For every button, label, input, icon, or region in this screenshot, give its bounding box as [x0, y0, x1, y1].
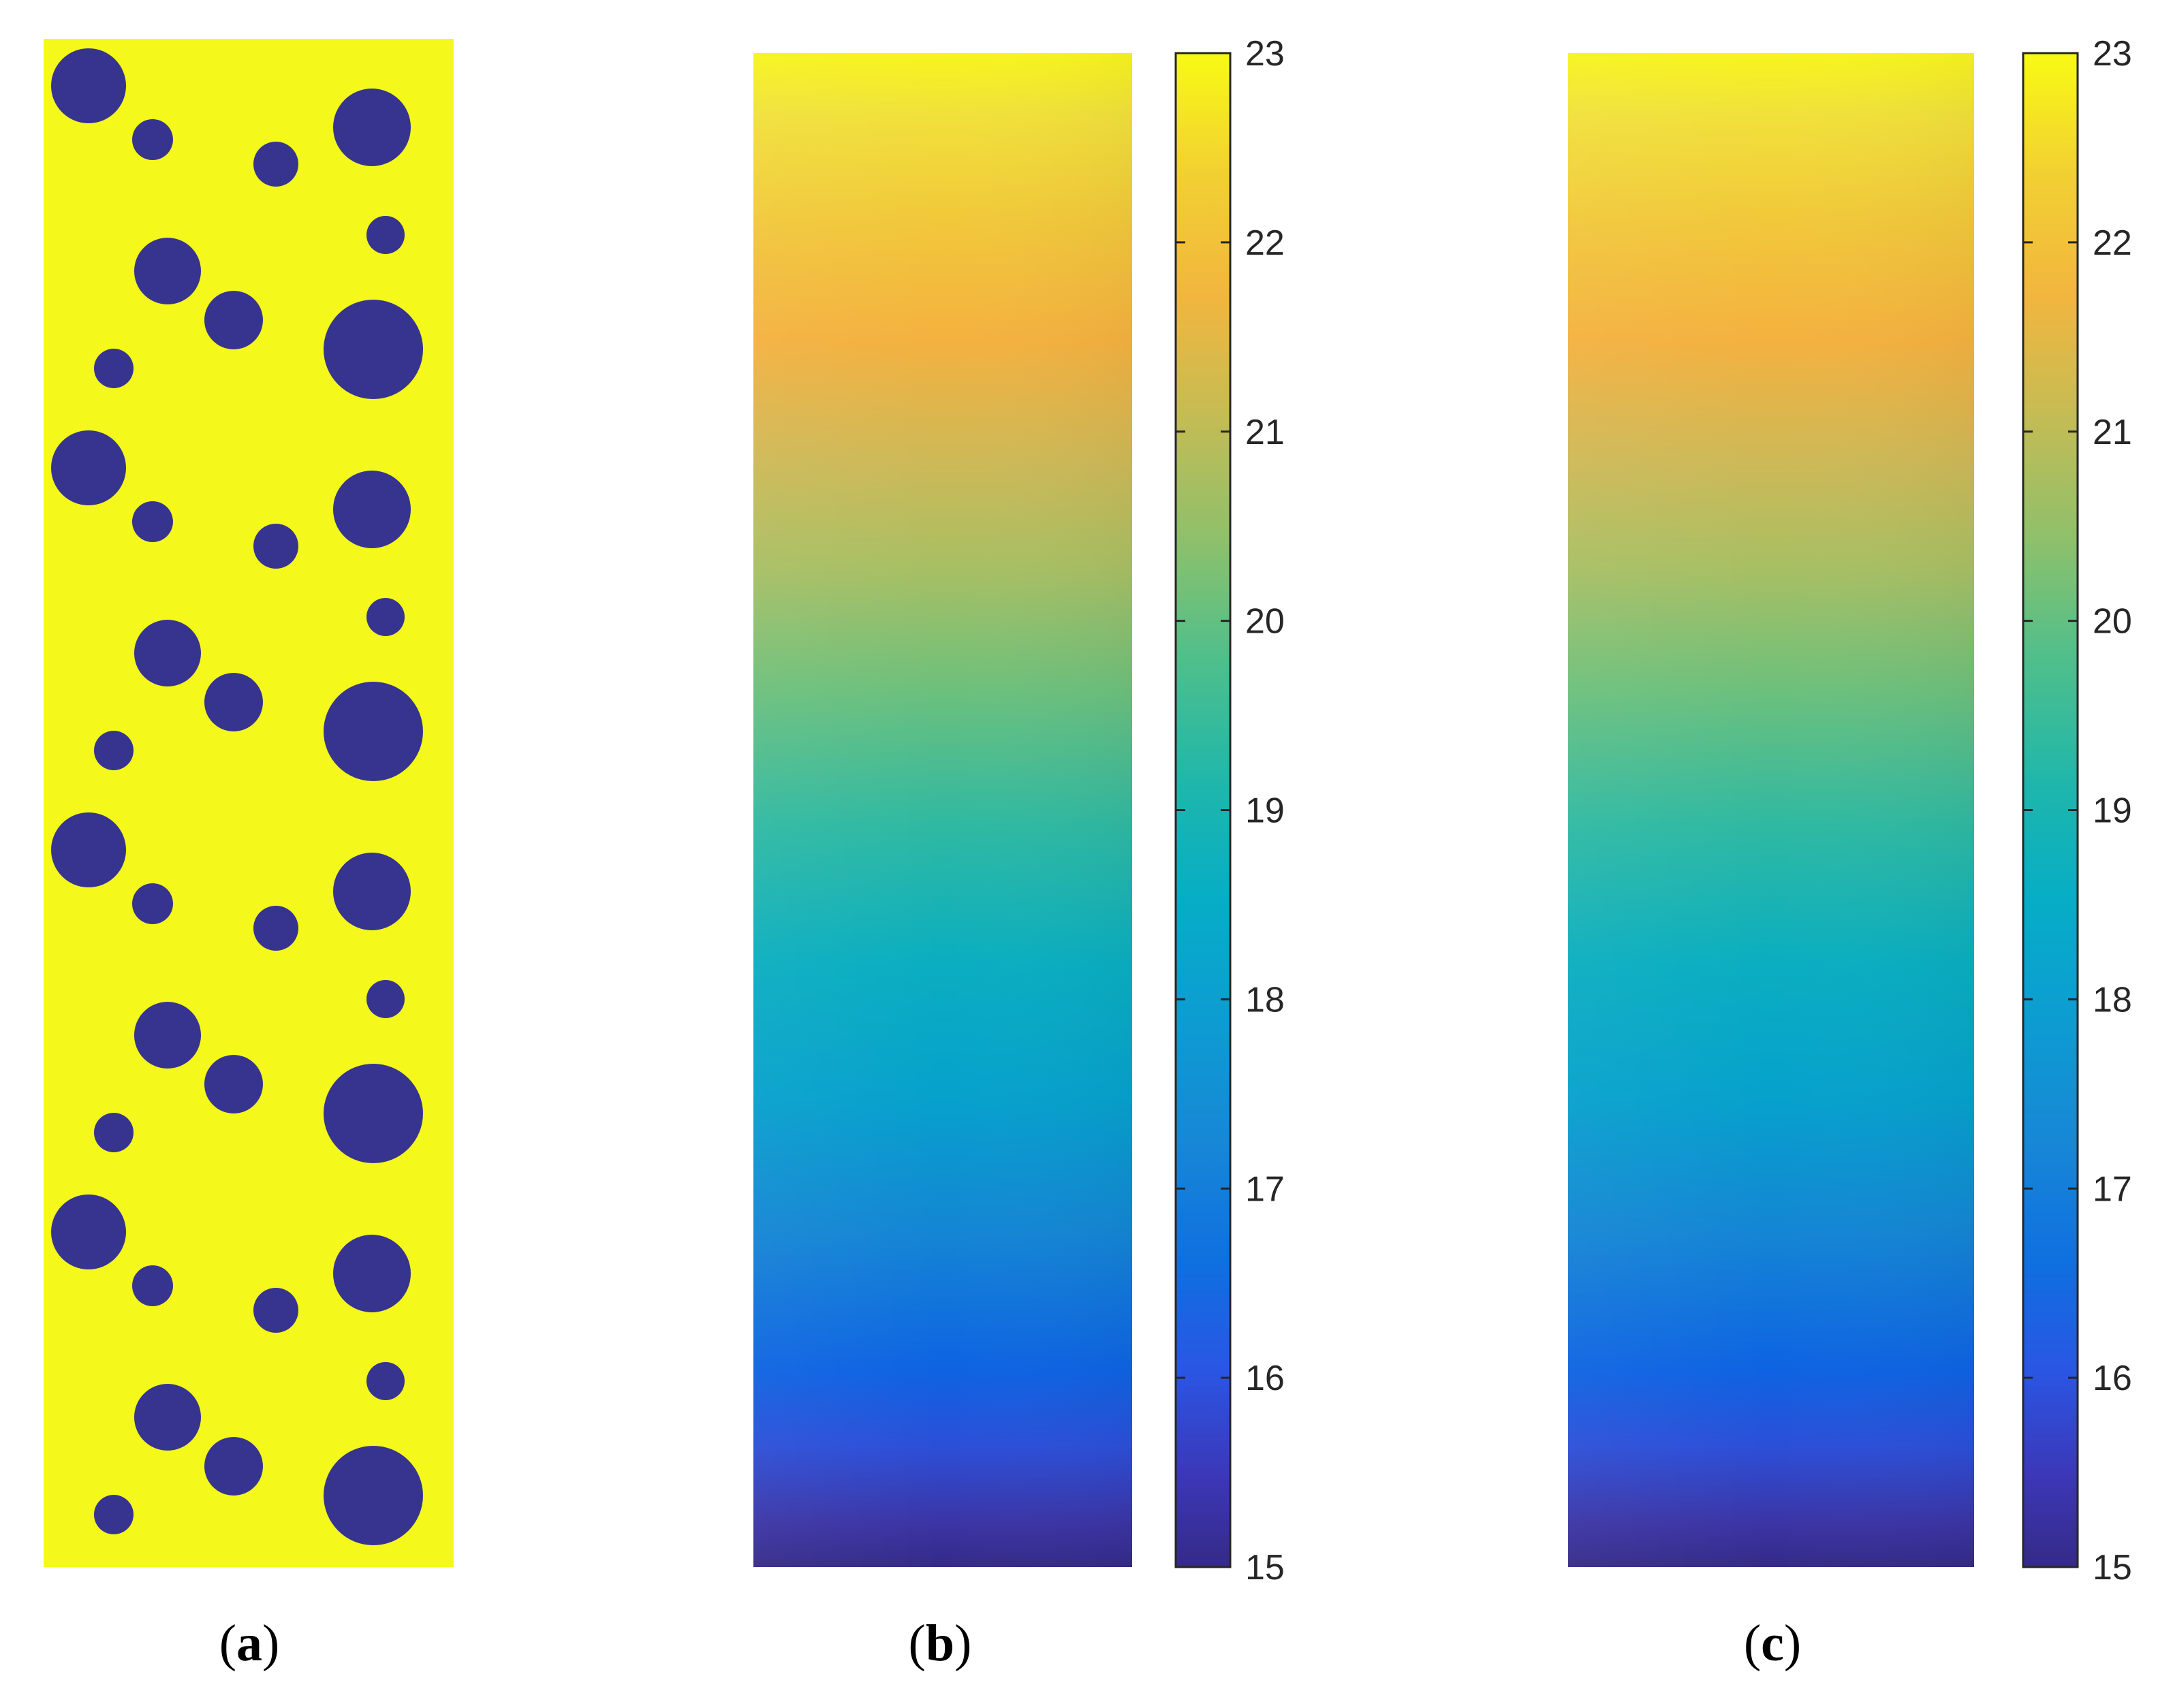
field-shading-b	[753, 53, 1132, 1567]
colorbar-tick-label-c: 17	[2093, 1169, 2132, 1209]
colorbar-tick-label-c: 20	[2093, 602, 2132, 642]
colorbar-tick-label-c: 16	[2093, 1359, 2132, 1398]
inclusion-circle	[253, 906, 298, 951]
inclusion-circle	[253, 142, 298, 187]
colorbar-tick-label-b: 18	[1245, 980, 1285, 1019]
colorbar-tick-label-b: 20	[1245, 602, 1285, 642]
colorbar-ticks-c: 15 16 17 18 19 20 21 22 23	[2023, 34, 2132, 1587]
colorbar-tick-label-b: 22	[1245, 223, 1285, 263]
inclusion-circle	[333, 89, 411, 166]
colorbar-tick-label-b: 16	[1245, 1359, 1285, 1398]
caption-b: (b)	[909, 1615, 972, 1672]
inclusion-circle	[366, 216, 405, 254]
inclusion-circle	[366, 980, 405, 1018]
inclusion-circle	[94, 1495, 134, 1534]
colorbar-tick-label-b: 21	[1245, 413, 1285, 452]
colorbar-tick-label-c: 15	[2093, 1548, 2132, 1587]
panel-a-microstructure	[44, 39, 454, 1567]
inclusion-circle	[94, 731, 134, 770]
inclusion-circle	[324, 682, 423, 781]
inclusion-circle	[204, 673, 263, 731]
inclusion-circle	[204, 1437, 263, 1496]
colorbar-tick-label-b: 23	[1245, 34, 1285, 74]
inclusion-circle	[132, 883, 173, 924]
colorbar-tick-label-c: 22	[2093, 223, 2132, 263]
inclusion-circle	[132, 1265, 173, 1306]
inclusion-circle	[366, 1362, 405, 1400]
inclusion-circle	[134, 238, 201, 304]
inclusion-circle	[132, 119, 173, 160]
inclusion-circle	[333, 1235, 411, 1312]
inclusion-circle	[51, 48, 126, 123]
colorbar-tick-label-b: 15	[1245, 1548, 1285, 1587]
caption-a: (a)	[219, 1615, 280, 1672]
panel-c-field: 15 16 17 18 19 20 21 22 23	[1568, 34, 2132, 1587]
inclusion-circle	[94, 349, 134, 388]
inclusion-circle	[204, 1055, 263, 1113]
matrix-region	[44, 39, 454, 1567]
inclusion-circle	[333, 471, 411, 548]
field-shading-c	[1568, 53, 1974, 1567]
colorbar-tick-label-b: 17	[1245, 1169, 1285, 1209]
inclusion-circle	[324, 1446, 423, 1545]
inclusions	[51, 48, 423, 1545]
colorbar-tick-label-b: 19	[1245, 791, 1285, 831]
inclusion-circle	[94, 1113, 134, 1152]
colorbar-tick-label-c: 23	[2093, 34, 2132, 74]
inclusion-circle	[253, 1288, 298, 1333]
colorbar-tick-label-c: 18	[2093, 980, 2132, 1019]
inclusion-circle	[366, 598, 405, 636]
caption-c: (c)	[1744, 1615, 1801, 1672]
inclusion-circle	[134, 620, 201, 686]
colorbar-tick-label-c: 19	[2093, 791, 2132, 831]
inclusion-circle	[324, 1064, 423, 1163]
inclusion-circle	[132, 501, 173, 542]
inclusion-circle	[253, 524, 298, 569]
inclusion-circle	[51, 430, 126, 505]
inclusion-circle	[134, 1384, 201, 1451]
inclusion-circle	[333, 853, 411, 930]
panel-b-field: 15 16 17 18 19 20 21 22 23	[753, 34, 1285, 1587]
inclusion-circle	[134, 1002, 201, 1069]
inclusion-circle	[51, 812, 126, 887]
inclusion-circle	[51, 1195, 126, 1269]
colorbar-tick-label-c: 21	[2093, 413, 2132, 452]
colorbar-ticks-b: 15 16 17 18 19 20 21 22 23	[1176, 34, 1285, 1587]
inclusion-circle	[204, 291, 263, 349]
inclusion-circle	[324, 300, 423, 399]
